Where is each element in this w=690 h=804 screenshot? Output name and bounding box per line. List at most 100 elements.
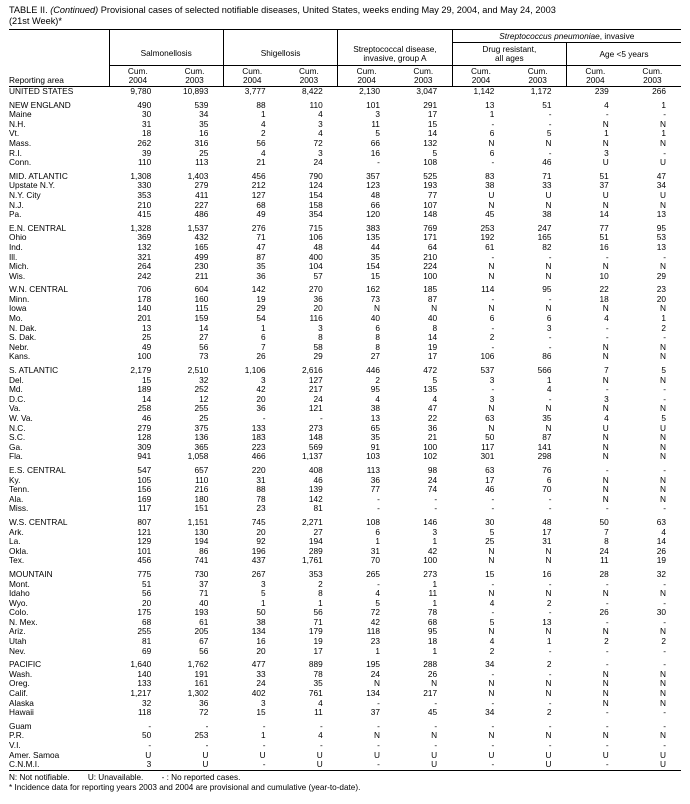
- value-cell: 10,893: [182, 86, 209, 96]
- value-cell: -: [548, 645, 552, 656]
- header-spacer-strep-a: [337, 29, 453, 43]
- reporting-area-cell: Wis.: [9, 270, 26, 281]
- value-cell: 258: [137, 403, 152, 414]
- value-cell: 4: [489, 597, 495, 608]
- value-cell: 95: [542, 284, 552, 295]
- value-cell: 33: [542, 180, 552, 191]
- table-row: Mo. 201 159 54 116 40 40 6 6 4 1: [9, 313, 681, 324]
- value-cell: 28: [599, 568, 609, 579]
- value-cell: -: [605, 109, 609, 120]
- value-cell: 95: [656, 222, 666, 233]
- value-cell: -: [319, 720, 323, 731]
- value-cell: N: [545, 588, 552, 599]
- value-cell: 276: [251, 222, 266, 233]
- reporting-area-cell: W.N. CENTRAL: [9, 284, 69, 295]
- value-cell: U: [602, 422, 609, 433]
- value-cell: 353: [308, 568, 323, 579]
- value-cell: 472: [423, 365, 438, 376]
- reporting-area-cell: La.: [9, 536, 21, 547]
- value-cell: -: [491, 157, 495, 168]
- value-cell: 69: [141, 645, 152, 656]
- value-cell: 210: [137, 199, 152, 210]
- value-cell: 82: [542, 241, 552, 252]
- reporting-area-cell: Ill.: [9, 251, 18, 262]
- header-corner-spacer-2: [9, 43, 109, 66]
- value-cell: 154: [366, 261, 380, 272]
- reporting-area-cell: S.C.: [9, 432, 26, 443]
- value-cell: N: [488, 545, 495, 556]
- value-cell: 71: [199, 588, 209, 599]
- value-cell: 1: [432, 645, 438, 656]
- value-cell: 2: [375, 374, 380, 385]
- table-row: Conn. 110 113 21 24 - 108 - 46 U U: [9, 158, 681, 168]
- value-cell: N: [488, 422, 495, 433]
- value-cell: -: [377, 578, 380, 589]
- value-cell: -: [548, 578, 552, 589]
- value-cell: 267: [251, 568, 266, 579]
- value-cell: -: [605, 707, 609, 718]
- table-row: NEW ENGLAND 490 539 88 110 101 291 13 51 4 1: [9, 99, 681, 111]
- reporting-area-cell: Amer. Samoa: [9, 749, 60, 760]
- value-cell: 30: [656, 607, 666, 618]
- value-cell: 5: [260, 588, 266, 599]
- value-cell: U: [373, 749, 380, 760]
- value-cell: 124: [308, 180, 323, 191]
- value-cell: 45: [427, 707, 438, 718]
- value-cell: -: [663, 740, 666, 750]
- value-cell: 22: [427, 413, 438, 423]
- value-cell: 101: [137, 545, 152, 556]
- value-cell: 113: [195, 157, 209, 168]
- value-cell: 604: [194, 284, 209, 295]
- value-cell: 2: [661, 636, 666, 647]
- value-cell: N: [431, 303, 438, 314]
- value-cell: 2: [546, 659, 552, 670]
- value-cell: 353: [137, 189, 152, 200]
- value-cell: 3: [489, 393, 495, 404]
- value-cell: 45: [485, 209, 495, 220]
- value-cell: N: [545, 403, 552, 414]
- value-cell: N: [660, 432, 666, 443]
- value-cell: 547: [137, 464, 152, 475]
- value-cell: N: [602, 341, 609, 352]
- value-cell: 158: [308, 199, 323, 210]
- value-cell: 35: [370, 251, 380, 262]
- value-cell: 193: [423, 180, 438, 191]
- value-cell: -: [548, 109, 552, 120]
- value-cell: 13: [141, 322, 152, 333]
- value-cell: N: [660, 261, 666, 272]
- value-cell: N: [602, 678, 609, 689]
- value-cell: 210: [423, 251, 438, 262]
- reporting-area-cell: Conn.: [9, 157, 32, 168]
- value-cell: 5: [661, 365, 666, 376]
- value-cell: -: [262, 413, 266, 423]
- value-cell: 38: [542, 209, 552, 220]
- value-cell: 51: [599, 232, 609, 243]
- value-cell: 183: [251, 432, 266, 443]
- table-row: C.N.M.I. 3 U - U - U - U - U: [9, 759, 681, 770]
- value-cell: 20: [256, 393, 266, 404]
- value-cell: -: [491, 251, 495, 262]
- value-cell: -: [377, 720, 380, 731]
- value-cell: 68: [141, 616, 152, 627]
- value-cell: 13: [370, 413, 380, 423]
- table-row: Ky. 105 110 31 46 36 24 17 6 N N: [9, 474, 681, 486]
- value-cell: 116: [309, 313, 323, 324]
- notifiable-diseases-table: Streptococcus pneumoniae, invasive Salmo…: [9, 29, 681, 771]
- value-cell: 1,640: [130, 659, 152, 670]
- reporting-area-cell: Wyo.: [9, 597, 28, 608]
- reporting-area-cell: Del.: [9, 374, 24, 385]
- value-cell: 115: [195, 303, 209, 314]
- value-cell: 8: [432, 322, 438, 333]
- value-cell: 4: [375, 393, 380, 404]
- value-cell: 490: [137, 99, 152, 110]
- reporting-area-cell: Utah: [9, 636, 27, 647]
- value-cell: 2,271: [301, 516, 323, 527]
- value-cell: 38: [256, 616, 266, 627]
- value-cell: N: [602, 697, 609, 708]
- col-header-drug-resistant-2004: Cum. 2004: [451, 65, 510, 87]
- value-cell: 17: [313, 645, 323, 656]
- value-cell: 36: [370, 474, 380, 485]
- value-cell: -: [491, 384, 495, 395]
- value-cell: 32: [656, 568, 666, 579]
- value-cell: 72: [199, 707, 209, 718]
